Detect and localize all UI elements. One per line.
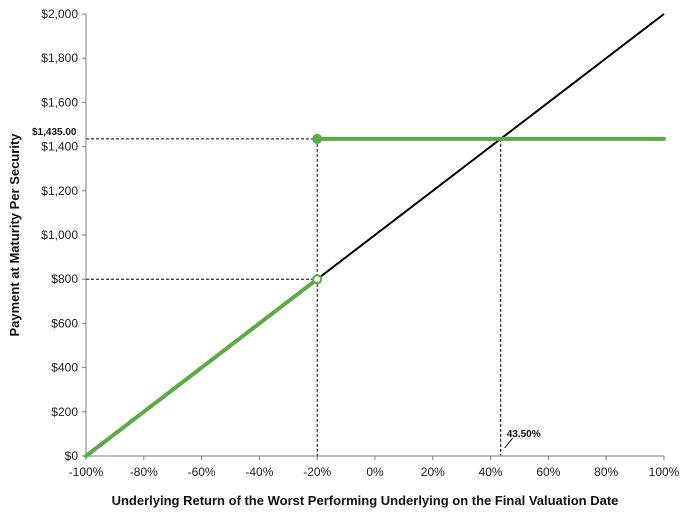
x-tick-label: -40%: [245, 465, 273, 479]
x-tick-label: 60%: [536, 465, 560, 479]
annotations: $1,435.00 43.50%: [32, 127, 541, 449]
x-tick-label: 80%: [594, 465, 618, 479]
payoff-segment-below-barrier: [84, 277, 320, 458]
y-tick-label: $200: [51, 405, 78, 419]
axes: [82, 13, 665, 460]
x-tick-label: 40%: [479, 465, 503, 479]
y-tick-label: $1,400: [41, 140, 78, 154]
y-tick-label: $800: [51, 272, 78, 286]
y-tick-label: $1,600: [41, 95, 78, 109]
reference-lines: [86, 138, 502, 456]
closed-point-marker: [312, 133, 323, 144]
x-tick-label: -100%: [69, 465, 104, 479]
open-point-marker: [312, 274, 323, 285]
x-tick-label: -80%: [130, 465, 158, 479]
y-axis-title: Payment at Maturity Per Security: [7, 133, 22, 337]
x-tick-label: 20%: [421, 465, 445, 479]
y-tick-label: $1,200: [41, 184, 78, 198]
y-tick-label: $400: [51, 361, 78, 375]
tick-labels: $0 $200 $400 $600 $800 $1,000 $1,200 $1,400 $1,6…: [41, 7, 679, 479]
y-tick-label: $0: [65, 449, 79, 463]
y-tick-label: $600: [51, 316, 78, 330]
x-tick-label: -60%: [188, 465, 216, 479]
series: [84, 13, 666, 458]
y-tick-label: $2,000: [41, 7, 78, 21]
x-tick-label: 0%: [366, 465, 384, 479]
x-axis-title: Underlying Return of the Worst Performin…: [112, 493, 619, 508]
y-tick-label: $1,000: [41, 228, 78, 242]
x-tick-label: 100%: [649, 465, 680, 479]
y-tick-label: $1,800: [41, 51, 78, 65]
annotation-leader-line: [504, 437, 514, 449]
annotation-return-label: 43.50%: [507, 429, 541, 440]
x-tick-label: -20%: [303, 465, 331, 479]
annotation-payment-label: $1,435.00: [32, 127, 77, 138]
